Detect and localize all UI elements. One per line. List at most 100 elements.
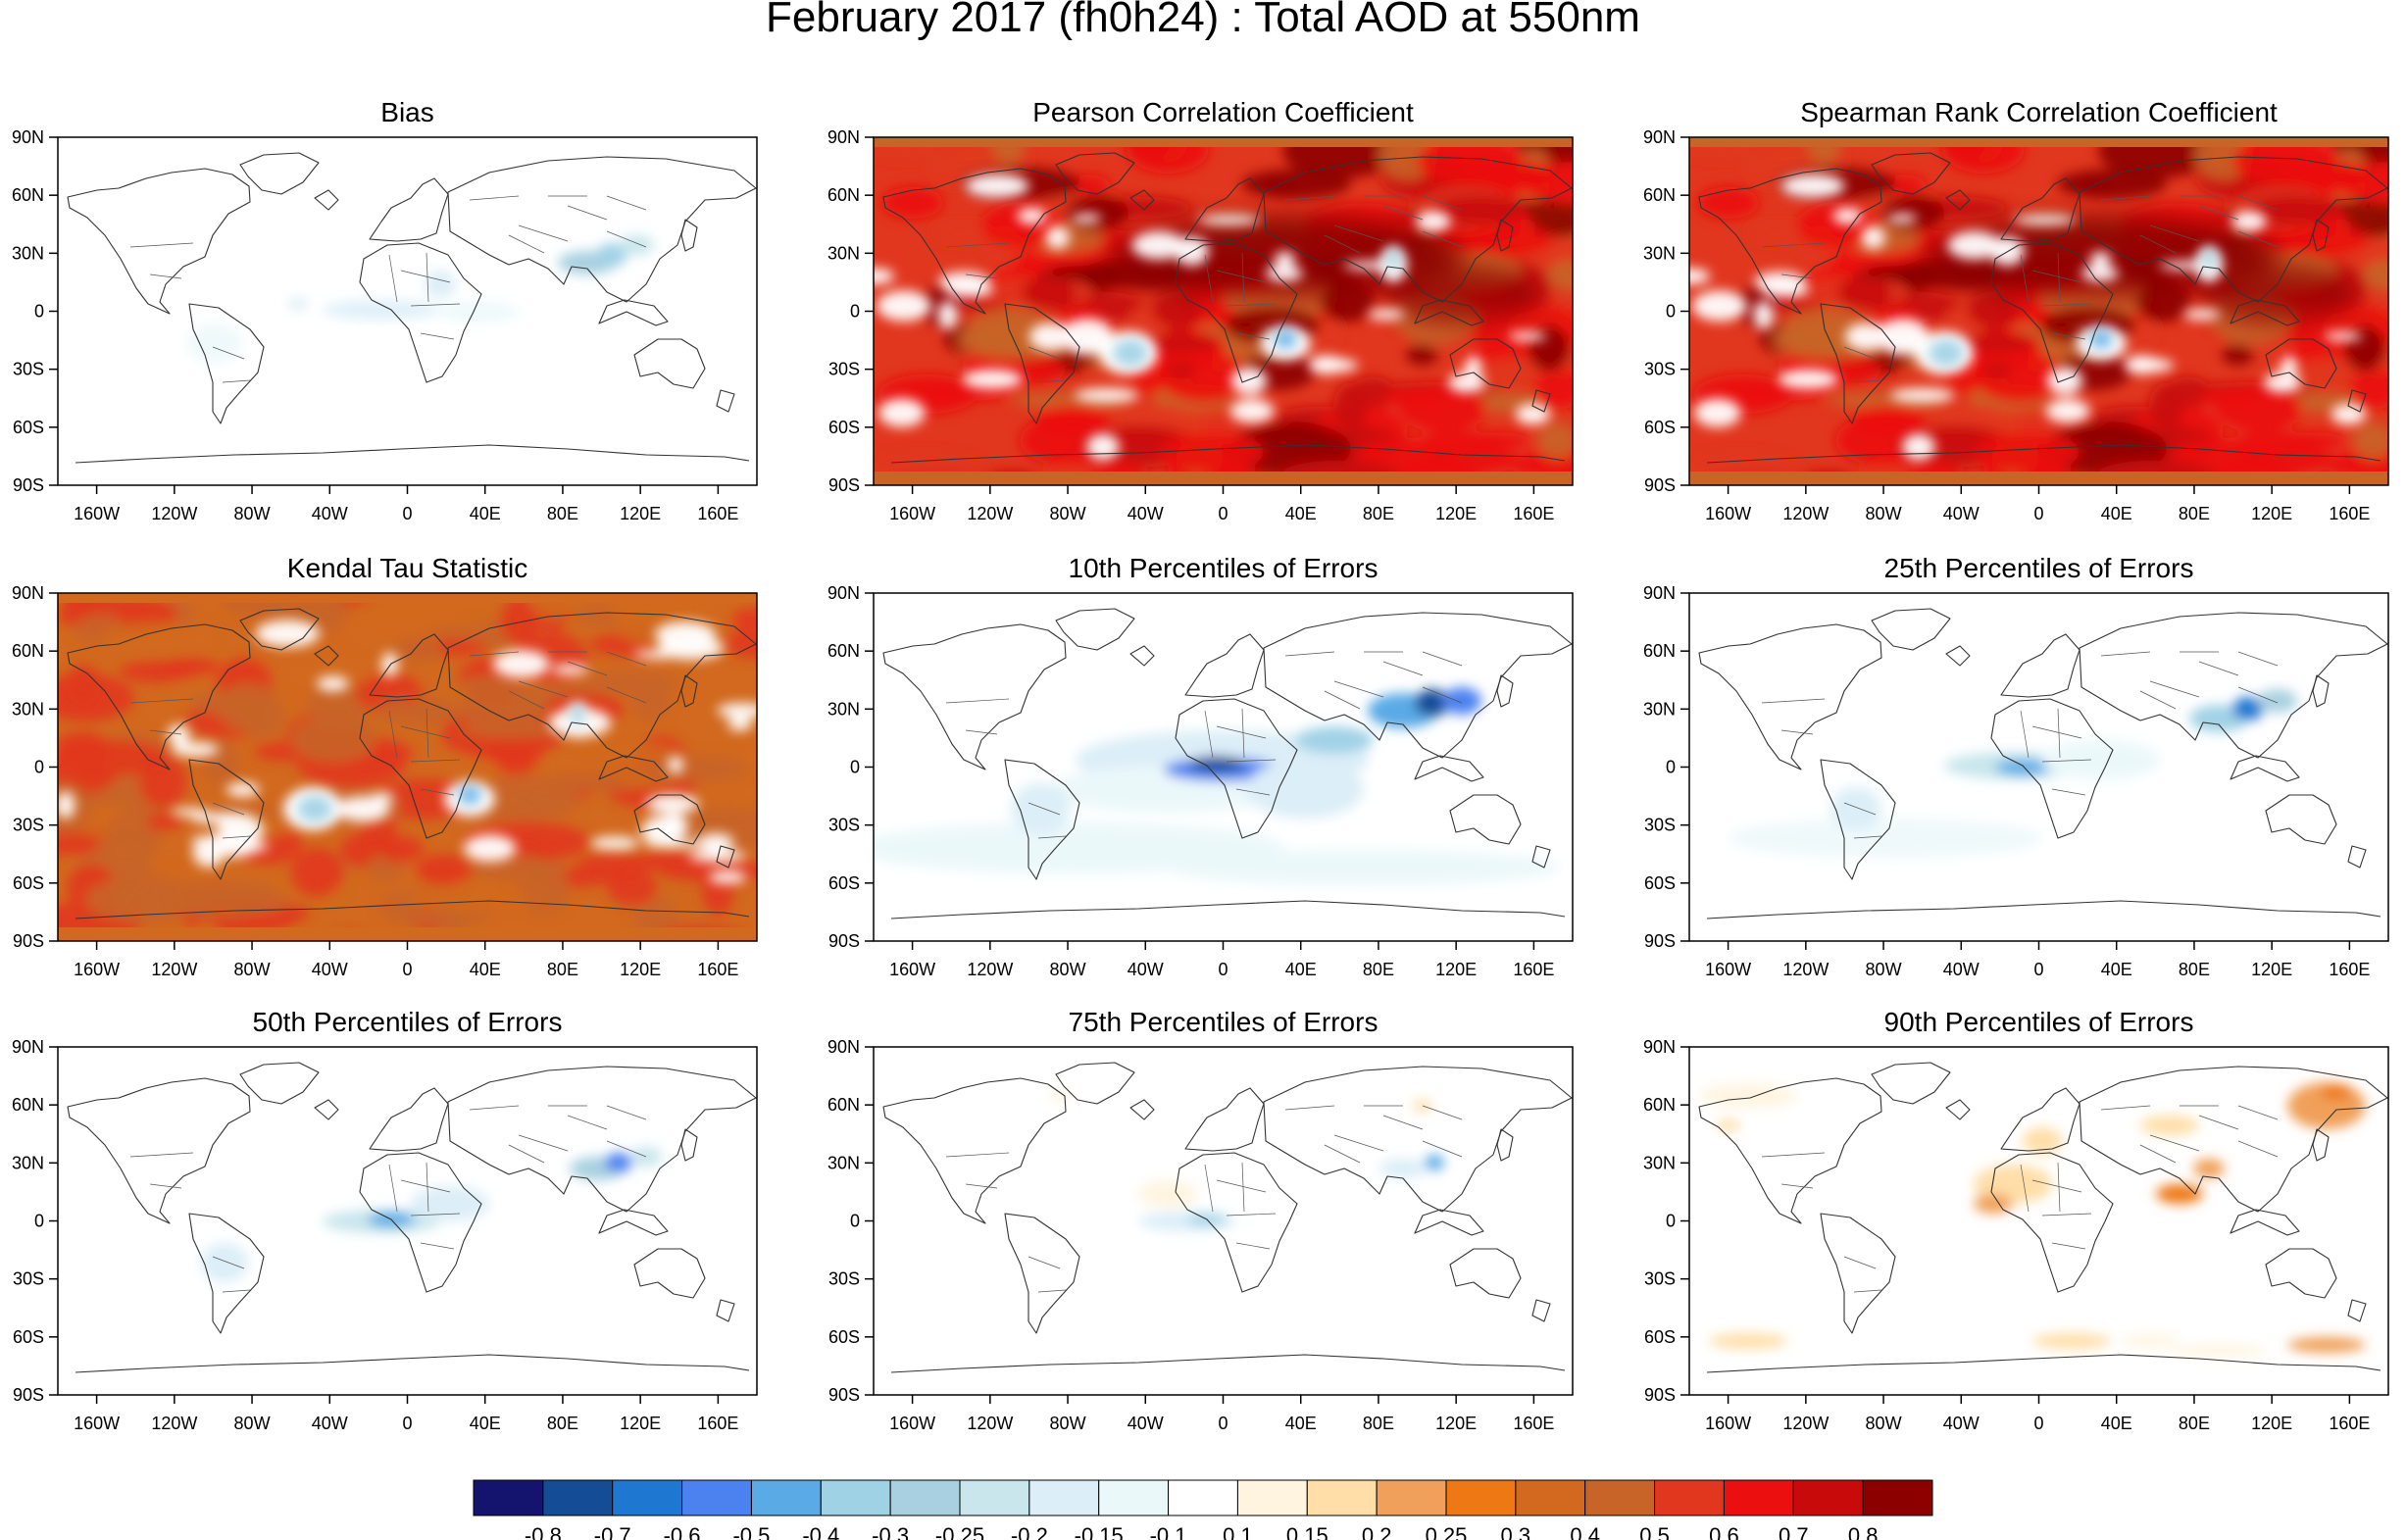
lat-tick-label: 30S — [13, 360, 44, 379]
panel-title: 75th Percentiles of Errors — [1069, 1007, 1378, 1037]
lon-tick-label: 40W — [1128, 504, 1164, 523]
field-layer — [58, 137, 757, 485]
lon-tick-label: 0 — [1218, 1414, 1228, 1433]
lon-tick-label: 160E — [2329, 1414, 2370, 1433]
lat-tick-label: 90N — [1643, 1037, 1676, 1057]
lat-tick-label: 60N — [827, 1095, 860, 1115]
map-panel: Pearson Correlation Coefficient 160W 120W 8… — [827, 97, 1574, 523]
map-panel: 50th Percentiles of Errors 160W 120W 80W 40W… — [12, 1007, 758, 1433]
lat-tick-label: 90N — [12, 583, 44, 603]
lon-tick-label: 40E — [1285, 504, 1317, 523]
colorbar-label: -0.8 — [525, 1523, 562, 1540]
lat-tick-label: 90S — [828, 475, 860, 495]
lon-tick-label: 160W — [74, 504, 120, 523]
lon-tick-label: 120W — [1782, 1414, 1829, 1433]
lat-tick-label: 60S — [13, 873, 44, 893]
field-layer — [1689, 593, 2388, 941]
colorbar-label: -0.2 — [1011, 1523, 1048, 1540]
lat-tick-label: 30N — [827, 243, 860, 263]
field-layer — [874, 593, 1573, 941]
lon-tick-label: 160E — [1513, 1414, 1554, 1433]
lat-tick-label: 30S — [13, 816, 44, 835]
lat-tick-label: 90S — [13, 475, 44, 495]
lon-tick-label: 80W — [234, 960, 271, 979]
lon-tick-label: 120W — [967, 960, 1013, 979]
lon-tick-label: 40W — [1128, 1414, 1164, 1433]
lat-tick-label: 90N — [12, 1037, 44, 1057]
panel-title: Pearson Correlation Coefficient — [1032, 97, 1414, 127]
lat-tick-label: 60S — [828, 1327, 860, 1347]
lon-tick-label: 120W — [151, 960, 197, 979]
colorbar-box — [1445, 1479, 1517, 1516]
lat-tick-label: 30S — [1644, 816, 1676, 835]
lon-tick-label: 80W — [1866, 1414, 1902, 1433]
panel-title: 25th Percentiles of Errors — [1884, 553, 2194, 583]
colorbar-label: -0.5 — [732, 1523, 770, 1540]
colorbar-label: -0.6 — [664, 1523, 701, 1540]
lat-tick-label: 90S — [1644, 475, 1676, 495]
lon-tick-label: 40E — [2101, 1414, 2132, 1433]
colorbar-box — [1306, 1479, 1378, 1516]
lon-tick-label: 120W — [151, 504, 197, 523]
map-panel: Bias 160W 120W 80W 40W 0 40E 80E 120E 160E 90N 60N 3… — [12, 97, 758, 523]
lat-tick-label: 30S — [828, 816, 860, 835]
lat-tick-label: 90N — [827, 583, 860, 603]
colorbar-box — [1723, 1479, 1794, 1516]
lon-tick-label: 160E — [1513, 960, 1554, 979]
lat-tick-label: 60S — [1644, 1327, 1676, 1347]
lat-tick-label: 60N — [827, 641, 860, 661]
lon-tick-label: 80E — [547, 960, 578, 979]
lon-tick-label: 120E — [620, 1414, 661, 1433]
colorbar-label: 0.1 — [1223, 1523, 1253, 1540]
map-panel: 90th Percentiles of Errors 160W 120W 80W 40W… — [1643, 1007, 2389, 1433]
lon-tick-label: 160W — [74, 960, 120, 979]
lon-tick-label: 160E — [2329, 960, 2370, 979]
lat-tick-label: 90N — [827, 1037, 860, 1057]
colorbar-box — [612, 1479, 683, 1516]
lon-tick-label: 120W — [1782, 504, 1829, 523]
lat-tick-label: 30N — [12, 243, 44, 263]
lat-tick-label: 60S — [1644, 418, 1676, 437]
lat-tick-label: 60N — [1643, 185, 1676, 205]
lat-tick-label: 90N — [12, 127, 44, 147]
lon-tick-label: 120W — [967, 1414, 1013, 1433]
colorbar-label: -0.7 — [594, 1523, 631, 1540]
lon-tick-label: 0 — [1218, 960, 1228, 979]
panel-title: 10th Percentiles of Errors — [1069, 553, 1378, 583]
lon-tick-label: 0 — [402, 960, 412, 979]
lon-tick-label: 160W — [889, 504, 935, 523]
lat-tick-label: 60N — [12, 1095, 44, 1115]
lon-tick-label: 160W — [889, 1414, 935, 1433]
colorbar-label: 0.6 — [1709, 1523, 1739, 1540]
colorbar-box — [889, 1479, 961, 1516]
colorbar-label: 0.5 — [1639, 1523, 1670, 1540]
panel-title: Kendal Tau Statistic — [287, 553, 527, 583]
lat-tick-label: 90N — [827, 127, 860, 147]
lon-tick-label: 160E — [2329, 504, 2370, 523]
colorbar-box — [750, 1479, 822, 1516]
colorbar: -0.8 -0.7 -0.6 -0.5 -0.4 -0.3 -0.25 -0.2 -0.15 -0… — [473, 1479, 1933, 1540]
colorbar-box — [1792, 1479, 1864, 1516]
lat-tick-label: 90S — [13, 931, 44, 951]
lon-tick-label: 120E — [2251, 1414, 2292, 1433]
lon-tick-label: 160W — [889, 960, 935, 979]
map-panel: Spearman Rank Correlation Coefficient 160… — [1643, 97, 2389, 523]
lon-tick-label: 40E — [2101, 504, 2132, 523]
colorbar-box — [1584, 1479, 1656, 1516]
lat-tick-label: 90S — [1644, 931, 1676, 951]
lat-tick-label: 0 — [850, 758, 860, 777]
lat-tick-label: 0 — [1666, 758, 1676, 777]
lat-tick-label: 90S — [828, 931, 860, 951]
lon-tick-label: 160W — [74, 1414, 120, 1433]
lon-tick-label: 80E — [2179, 960, 2210, 979]
lon-tick-label: 120E — [620, 960, 661, 979]
lon-tick-label: 80W — [1050, 504, 1086, 523]
colorbar-box — [1236, 1479, 1308, 1516]
lat-tick-label: 0 — [34, 758, 44, 777]
lon-tick-label: 160W — [1705, 960, 1751, 979]
lon-tick-label: 80E — [547, 504, 578, 523]
lat-tick-label: 90S — [13, 1385, 44, 1405]
lat-tick-label: 90S — [828, 1385, 860, 1405]
lat-tick-label: 0 — [34, 1212, 44, 1231]
